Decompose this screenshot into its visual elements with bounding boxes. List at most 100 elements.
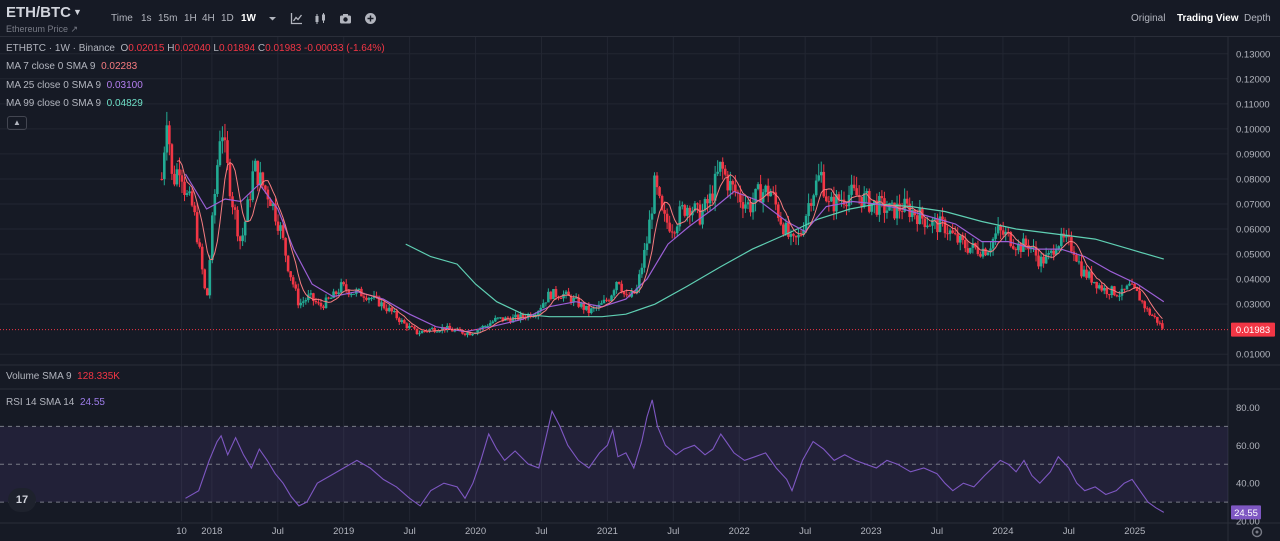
candle-body [1019,243,1023,252]
plus-circle-icon[interactable] [364,12,377,25]
candle-body [334,291,338,295]
candle-body [766,185,770,197]
candle-body [893,202,896,219]
chevron-down-icon: ▼ [73,7,82,17]
candle-body [231,196,234,208]
candle-body [317,302,320,304]
timeframe-1s[interactable]: 1s [141,13,152,24]
rsi-tick-label: 20.00 [1236,517,1260,528]
timeframe-1h[interactable]: 1H [184,13,197,24]
candle-body [403,320,406,324]
candle-body [549,291,553,300]
candle-body [476,329,479,333]
chevron-down-icon[interactable] [266,12,279,25]
indicators-icon[interactable] [290,12,303,25]
timeframe-1d[interactable]: 1D [221,13,234,24]
view-original[interactable]: Original [1131,13,1166,24]
time-tick-label: Jul [1063,526,1075,537]
timeframe-15m[interactable]: 15m [158,13,178,24]
candle-body [903,198,906,212]
candle-body [324,297,328,309]
timeframe-time[interactable]: Time [111,13,133,24]
candle-body [572,297,575,303]
candle-body [825,196,828,202]
candle-body [471,333,474,336]
candle-body [675,226,679,234]
candle-body [509,319,512,323]
candle-body [749,202,752,213]
candle-body [708,193,712,204]
candle-body [1110,286,1114,296]
candle-body [221,137,224,142]
candle-body [1042,256,1045,264]
candle-body [1100,285,1104,291]
candle-body [178,169,181,176]
view-depth[interactable]: Depth [1244,13,1271,24]
price-chart[interactable]: 0.13000 0.12000 0.11000 0.10000 0.09000 0.080… [0,37,1280,541]
candle-body [706,198,709,204]
volume-legend[interactable]: Volume SMA 9 128.335K [6,371,120,382]
candle-body [713,173,717,201]
candle-body [468,332,472,336]
candle-body [332,291,335,298]
candle-body [259,172,262,185]
candle-body [741,202,745,209]
candle-body [1049,250,1053,253]
candle-body [1022,238,1025,252]
ma7-legend[interactable]: MA 7 close 0 SMA 9 0.02283 [6,61,137,72]
rsi-legend[interactable]: RSI 14 SMA 14 24.55 [6,397,105,408]
candle-body [413,327,416,329]
candle-body [392,310,396,312]
candle-body [769,191,773,197]
collapse-legend-button[interactable]: ▲ [7,116,27,130]
candle-body [291,277,295,285]
candle-body [342,282,346,285]
candle-body [238,236,242,242]
price-tick-label: 0.07000 [1236,200,1270,211]
candle-body [337,292,340,295]
candle-body [279,225,282,231]
low-label: L [213,43,219,54]
candle-body [1153,315,1157,317]
pair-subtitle[interactable]: Ethereum Price ↗ [6,24,78,35]
candle-body [165,125,169,153]
candle-body [574,297,578,299]
ma25-legend[interactable]: MA 25 close 0 SMA 9 0.03100 [6,80,143,91]
candle-body [236,209,239,237]
candles-icon[interactable] [314,12,327,25]
pair-selector[interactable]: ETH/BTC ▼ [6,4,82,21]
candle-body [200,246,204,270]
candle-body [160,178,164,180]
timeframe-1w[interactable]: 1W [241,13,256,24]
ma99-legend[interactable]: MA 99 close 0 SMA 9 0.04829 [6,98,143,109]
candle-body [703,198,707,211]
settings-gear-icon[interactable] [1251,526,1263,538]
candle-body [453,330,457,332]
candle-body [190,191,194,206]
camera-icon[interactable] [339,12,352,25]
candle-body [900,211,904,213]
rsi-last-badge [1231,505,1261,520]
candle-body [309,293,313,295]
candle-body [835,194,838,212]
candle-body [584,305,588,310]
candle-body [352,293,356,295]
candle-body [1024,238,1028,246]
candle-body [797,234,800,238]
view-trading-view[interactable]: Trading View [1177,13,1239,24]
candle-body [395,310,399,319]
candle-body [756,184,760,189]
candle-body [787,222,790,237]
candle-body [794,235,798,238]
time-tick-label: 2022 [729,526,750,537]
ohlc-legend: ETHBTC · 1W · Binance O0.02015 H0.02040 … [6,43,385,54]
candle-body [686,207,689,216]
timeframe-4h[interactable]: 4H [202,13,215,24]
candle-body [984,248,987,256]
price-tick-label: 0.13000 [1236,49,1270,60]
candle-body [734,184,737,192]
candle-body [696,203,699,205]
tradingview-logo[interactable]: 17 [8,488,36,512]
candle-body [542,303,545,308]
candle-body [910,210,914,217]
